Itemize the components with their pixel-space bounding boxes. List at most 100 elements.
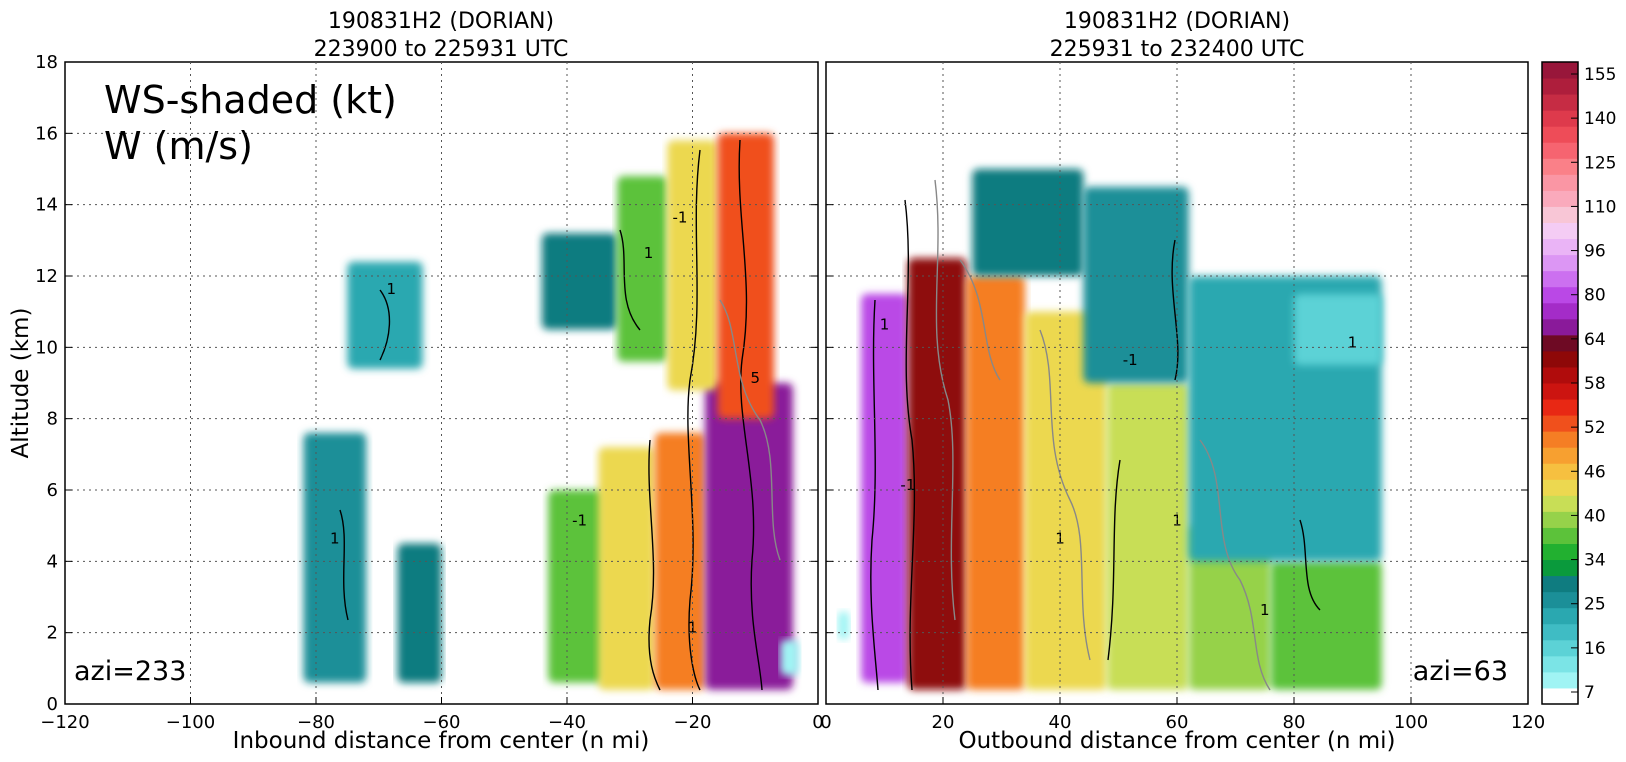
colorbar-tick-label: 25 (1584, 595, 1606, 615)
colorbar-band (1542, 334, 1578, 352)
colorbar-tick-label: 96 (1584, 242, 1606, 262)
left-contour-line (379, 289, 391, 361)
colorbar-band (1542, 254, 1578, 272)
y-tick-label: 4 (47, 551, 58, 572)
left-ws-region (654, 432, 706, 690)
right-title-line1: 190831H2 (DORIAN) (1064, 9, 1290, 34)
right-contour-label: 1 (1260, 601, 1270, 619)
right-contour-line (1171, 239, 1179, 381)
left-ws-region (598, 447, 655, 690)
left-title-line2: 223900 to 225931 UTC (314, 37, 569, 62)
colorbar-tick-label: 58 (1584, 374, 1606, 394)
y-axis-label: Altitude (km) (8, 308, 34, 459)
right-panel: 190831H2 (DORIAN) 225931 to 232400 UTC 1… (820, 9, 1545, 754)
colorbar-tick-label: 46 (1584, 462, 1606, 482)
y-tick-label: 2 (47, 623, 58, 644)
colorbar-band (1542, 479, 1578, 496)
right-ws-region (1024, 311, 1107, 690)
right-x-axis-label: Outbound distance from center (n mi) (959, 728, 1396, 754)
right-ws-region (837, 611, 850, 640)
right-x-tick-label: 80 (1283, 712, 1306, 733)
legend-annotation-line1: WS-shaded (kt) (104, 78, 397, 122)
right-contour-label: 1 (880, 316, 890, 334)
colorbar-band (1542, 286, 1578, 304)
colorbar-band (1542, 623, 1578, 641)
colorbar-band (1542, 495, 1578, 512)
left-x-tick-label: 0 (812, 712, 823, 733)
right-x-tick-label: 0 (820, 712, 831, 733)
left-ws-region (397, 543, 442, 683)
left-x-tick-label: −80 (297, 712, 335, 733)
y-tick-label: 0 (47, 694, 58, 715)
colorbar-tick-label: 80 (1584, 286, 1606, 306)
colorbar-band (1542, 639, 1578, 657)
left-shaded-field (303, 133, 800, 690)
colorbar-band (1542, 527, 1578, 544)
right-contour-line (959, 259, 1001, 381)
right-title-line2: 225931 to 232400 UTC (1050, 37, 1305, 62)
left-ws-region (705, 383, 793, 690)
right-ws-region (966, 276, 1025, 690)
colorbar-tick-label: 155 (1584, 65, 1616, 85)
left-contour-label: -1 (672, 209, 687, 227)
colorbar-tick-label: 140 (1584, 109, 1616, 129)
right-x-tick-label: 60 (1166, 712, 1189, 733)
colorbar: 7 16 25 34 40 46 52 58 64 80 96 110 125 140 155 (1541, 61, 1616, 705)
colorbar-band (1542, 350, 1578, 368)
y-tick-label: 12 (35, 266, 58, 287)
right-ws-region (1270, 561, 1382, 690)
right-grid (826, 62, 1528, 704)
y-tick-label: 10 (35, 337, 58, 358)
colorbar-band (1542, 206, 1578, 223)
right-contour-line (904, 199, 916, 691)
left-contour-line (619, 229, 641, 331)
right-y-axis-ticks (826, 61, 1528, 705)
y-tick-label: 6 (47, 480, 58, 501)
colorbar-band (1542, 383, 1578, 400)
left-y-axis-ticks: 0 2 4 6 8 10 12 14 16 18 (35, 52, 818, 715)
right-contour-label: -1 (1123, 351, 1138, 369)
left-w-contours (339, 139, 781, 691)
colorbar-band (1542, 607, 1578, 625)
colorbar-band (1542, 463, 1578, 480)
right-ws-region (1083, 186, 1189, 383)
right-contour-label: 1 (1172, 512, 1182, 530)
left-x-axis-ticks: −120 −100 −80 −60 −40 −20 0 (40, 697, 824, 733)
colorbar-band (1542, 543, 1578, 561)
right-ws-region (1188, 525, 1271, 690)
right-x-tick-label: 20 (932, 712, 955, 733)
right-contour-line (1039, 329, 1091, 661)
right-azimuth-label: azi=63 (1413, 656, 1508, 687)
right-contour-line (1199, 439, 1271, 691)
right-ws-region (1106, 383, 1189, 690)
left-x-tick-label: −20 (674, 712, 712, 733)
colorbar-band (1542, 559, 1578, 577)
right-contour-label: 1 (1055, 530, 1065, 548)
left-x-tick-label: −100 (166, 712, 215, 733)
y-tick-label: 16 (35, 123, 58, 144)
colorbar-band (1542, 687, 1578, 705)
colorbar-tick-label: 16 (1584, 639, 1606, 659)
colorbar-bands (1542, 62, 1578, 705)
colorbar-tick-label: 7 (1584, 683, 1595, 703)
left-ws-region (667, 140, 718, 391)
colorbar-band (1542, 190, 1578, 207)
colorbar-band (1542, 302, 1578, 320)
left-contour-label: 5 (750, 369, 760, 387)
left-azimuth-label: azi=233 (74, 656, 186, 687)
colorbar-ticks: 7 16 25 34 40 46 52 58 64 80 96 110 125 140 155 (1571, 65, 1616, 703)
colorbar-tick-label: 64 (1584, 330, 1606, 350)
left-contour-label: 1 (330, 530, 340, 548)
colorbar-band (1542, 431, 1578, 448)
left-contour-label: 1 (644, 244, 654, 262)
right-ws-region (1294, 293, 1382, 366)
right-contour-line (1107, 459, 1121, 661)
left-ws-region (303, 432, 367, 683)
left-title-line1: 190831H2 (DORIAN) (328, 9, 554, 34)
colorbar-tick-label: 34 (1584, 551, 1606, 571)
colorbar-band (1542, 270, 1578, 288)
colorbar-band (1542, 447, 1578, 464)
left-x-tick-label: −120 (40, 712, 89, 733)
right-ws-region (861, 293, 908, 683)
right-x-axis-ticks: 0 20 40 60 80 100 120 (820, 697, 1545, 733)
